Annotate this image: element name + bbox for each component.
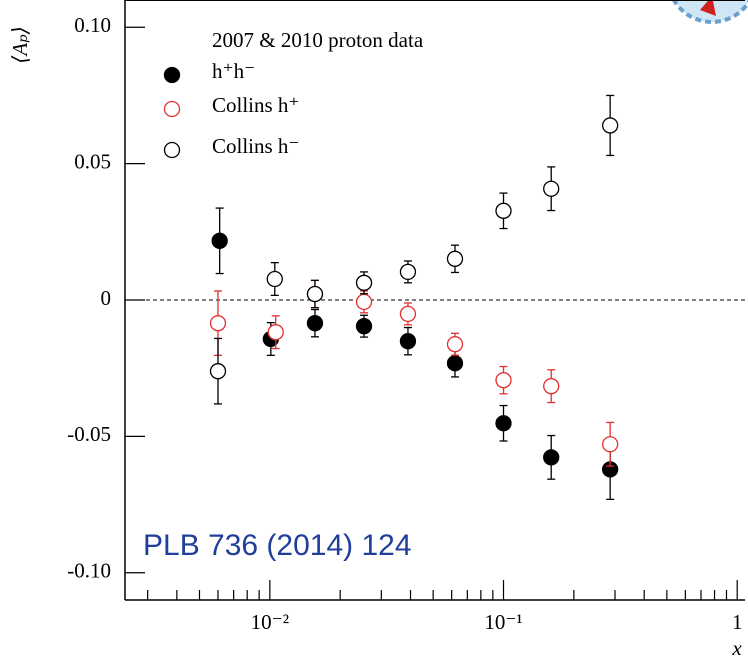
marker — [399, 263, 417, 281]
marker — [355, 293, 373, 311]
annotation: PLB 736 (2014) 124 — [143, 529, 412, 562]
marker — [209, 363, 227, 380]
marker — [355, 274, 373, 291]
marker — [306, 315, 324, 332]
marker — [267, 324, 284, 341]
legend-marker — [163, 66, 181, 84]
x-tick-label: 10⁻² — [251, 610, 289, 634]
y-tick-label: -0.10 — [67, 559, 111, 583]
legend-label: Collins h⁻ — [212, 134, 300, 158]
marker — [543, 378, 560, 395]
marker — [209, 315, 227, 332]
marker — [495, 415, 512, 432]
marker — [495, 202, 512, 219]
legend-marker — [163, 141, 181, 159]
y-tick-label: 0 — [101, 286, 112, 310]
marker — [543, 180, 560, 197]
y-tick-label: 0.05 — [74, 149, 111, 173]
legend-marker — [163, 100, 181, 118]
marker — [543, 449, 560, 466]
marker — [211, 232, 228, 249]
logo — [671, 0, 748, 24]
legend-label: Collins h⁺ — [212, 93, 300, 117]
x-tick-label: 10⁻¹ — [484, 610, 522, 634]
marker — [602, 117, 619, 134]
marker — [446, 355, 464, 372]
x-tick-label: 1 — [732, 610, 743, 634]
marker — [399, 333, 417, 350]
marker — [399, 305, 417, 323]
y-axis-label: ⟨Aₚ⟩ — [8, 26, 32, 64]
marker — [495, 372, 512, 389]
legend-title: 2007 & 2010 proton data — [212, 28, 424, 52]
legend-label: h⁺h⁻ — [212, 59, 255, 83]
marker — [306, 285, 324, 303]
y-tick-label: -0.05 — [67, 422, 111, 446]
marker — [602, 436, 619, 453]
marker — [266, 270, 283, 288]
marker — [446, 336, 464, 353]
y-tick-label: 0.10 — [74, 13, 111, 37]
marker — [446, 250, 464, 267]
x-axis-label: x — [731, 636, 742, 660]
marker — [355, 318, 373, 335]
